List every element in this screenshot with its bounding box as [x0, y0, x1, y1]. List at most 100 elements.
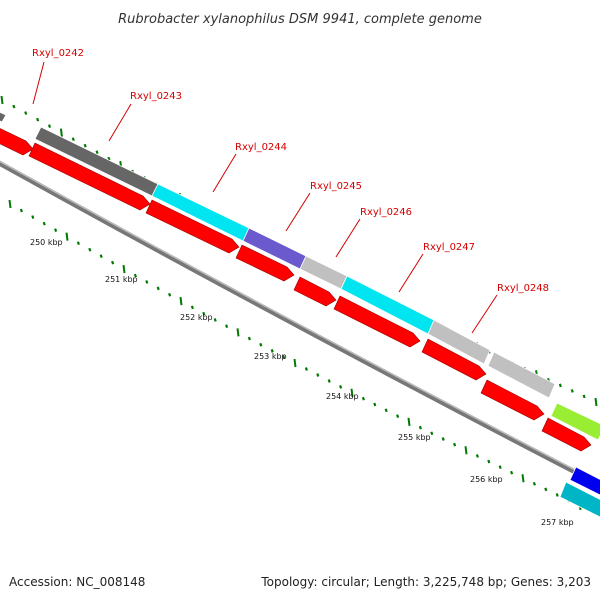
cds-arrow	[480, 379, 545, 421]
minor-tick	[418, 425, 422, 430]
minor-tick	[42, 221, 46, 226]
minor-tick	[24, 111, 28, 115]
minor-tick	[145, 280, 149, 284]
kbp-label: 253 kbp	[254, 352, 287, 361]
minor-tick	[71, 137, 75, 142]
minor-tick	[95, 150, 99, 155]
gene-label: Rxyl_0244	[235, 142, 287, 153]
major-tick	[0, 95, 4, 105]
genome-backbone-highlight	[0, 160, 600, 484]
minor-tick	[510, 470, 514, 475]
minor-tick	[31, 215, 35, 219]
gene-function-track	[0, 111, 600, 518]
major-tick	[179, 296, 183, 306]
gene-label: Rxyl_0245	[310, 181, 362, 192]
minor-tick	[316, 373, 320, 377]
minor-tick	[430, 431, 434, 436]
minor-tick	[373, 402, 377, 407]
minor-tick	[259, 342, 263, 347]
gene-leader-line	[398, 253, 424, 293]
gene-segment-teal	[559, 481, 600, 518]
minor-tick	[156, 286, 160, 291]
gene-leader-line	[335, 218, 361, 258]
gene-label: Rxyl_0242	[32, 48, 84, 59]
minor-tick	[570, 389, 574, 393]
topology-label: Topology: circular; Length: 3,225,748 bp…	[260, 575, 591, 589]
major-tick	[236, 328, 240, 337]
minor-tick	[361, 396, 365, 401]
accession-label: Accession: NC_008148	[9, 575, 145, 589]
cds-arrow	[28, 142, 151, 211]
major-tick	[8, 199, 12, 209]
minor-tick	[396, 414, 400, 418]
minor-tick	[270, 349, 274, 353]
cds-arrow	[421, 338, 487, 381]
minor-tick	[54, 228, 58, 232]
gene-leader-line	[285, 192, 311, 232]
gene-segment-blue	[569, 466, 600, 496]
minor-tick	[487, 459, 491, 464]
gene-segment-green	[550, 402, 600, 441]
cds-arrow	[333, 295, 421, 348]
cds-arrow	[235, 244, 295, 282]
minor-tick	[99, 254, 103, 259]
inner-tick-row	[8, 199, 582, 511]
cds-track	[0, 128, 592, 452]
major-tick	[521, 474, 525, 483]
major-tick	[594, 397, 598, 407]
minor-tick	[532, 481, 536, 486]
minor-tick	[555, 493, 559, 497]
minor-tick	[475, 454, 479, 458]
kbp-label: 250 kbp	[30, 238, 63, 247]
gene-label: Rxyl_0247	[423, 242, 475, 253]
gene-segment-light-gray	[427, 319, 491, 365]
minor-tick	[247, 336, 251, 341]
minor-tick	[133, 273, 137, 278]
minor-tick	[225, 324, 229, 329]
minor-tick	[202, 311, 206, 316]
gene-label: Rxyl_0243	[130, 91, 182, 102]
kbp-label: 252 kbp	[180, 313, 213, 322]
minor-tick	[544, 487, 548, 492]
kbp-label: 257 kbp	[541, 518, 574, 527]
major-tick	[407, 417, 411, 426]
minor-tick	[327, 379, 331, 383]
minor-tick	[83, 143, 87, 148]
major-tick	[59, 128, 63, 137]
minor-tick	[47, 124, 52, 128]
minor-tick	[76, 241, 80, 246]
minor-tick	[384, 408, 388, 413]
gene-label: Rxyl_0246	[360, 207, 412, 218]
major-tick	[293, 358, 297, 368]
minor-tick	[168, 292, 172, 297]
minor-tick	[453, 442, 457, 447]
minor-tick	[441, 437, 445, 441]
minor-tick	[107, 156, 111, 161]
cds-arrow	[0, 128, 34, 156]
minor-tick	[12, 104, 16, 109]
gene-leader-line	[32, 61, 45, 105]
minor-tick	[88, 247, 92, 252]
kbp-labels: 250 kbp 251 kbp 252 kbp 253 kbp 254 kbp …	[30, 238, 574, 527]
minor-tick	[36, 117, 40, 122]
gene-segment-light-gray	[487, 351, 556, 399]
cds-arrow	[293, 276, 337, 307]
kbp-label: 251 kbp	[105, 275, 138, 284]
kbp-label: 255 kbp	[398, 433, 431, 442]
minor-tick	[111, 260, 115, 265]
kbp-label: 256 kbp	[470, 475, 503, 484]
gene-segment-gray	[0, 111, 7, 123]
kbp-label: 254 kbp	[326, 392, 359, 401]
gene-leader-line	[212, 153, 237, 193]
minor-tick	[582, 394, 586, 399]
cds-arrow	[145, 199, 240, 254]
genome-backbone	[0, 160, 600, 488]
gene-labels: Rxyl_0242 Rxyl_0243 Rxyl_0244 Rxyl_0245 …	[32, 48, 549, 334]
map-title: Rubrobacter xylanophilus DSM 9941, compl…	[118, 12, 482, 27]
minor-tick	[339, 385, 343, 389]
gene-leader-line	[108, 103, 132, 142]
major-tick	[464, 446, 468, 455]
minor-tick	[558, 383, 562, 388]
minor-tick	[19, 208, 23, 213]
